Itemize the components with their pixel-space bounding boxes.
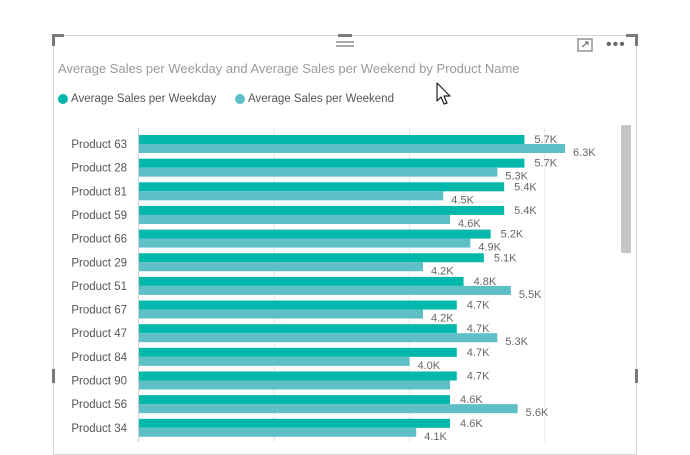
resize-handle-top-right[interactable] [626,34,638,37]
category-label: Product 84 [71,352,127,364]
data-label: 4.5K [451,194,474,206]
legend-label: Average Sales per Weekend [248,93,394,105]
category-label: Product 66 [71,234,127,246]
bar-chart: Product 63 5.7K 6.3K Product 28 5.7K 5.3K Prod… [71,128,596,442]
data-label: 4.0K [417,360,440,372]
data-label: 4.6K [458,218,481,230]
weekday-bar[interactable] [139,205,505,215]
data-label: 5.1K [494,252,517,264]
data-label: 4.2K [431,265,454,277]
data-label: 4.8K [474,276,497,288]
resize-handle-left[interactable] [52,369,55,383]
weekend-bar[interactable] [139,167,498,177]
data-label: 4.7K [467,300,490,312]
data-label: 4.7K [467,371,490,383]
weekend-bar[interactable] [139,356,410,366]
data-label: 5.5K [519,289,542,301]
data-label: 5.2K [501,229,524,241]
weekday-bar[interactable] [139,182,505,192]
weekend-bar[interactable] [139,191,444,201]
data-label: 4.1K [424,431,447,442]
resize-handle-right[interactable] [635,369,638,383]
data-label: 4.7K [467,347,490,359]
scrollbar-thumb[interactable] [621,125,631,253]
weekday-bar[interactable] [139,300,457,310]
weekday-bar[interactable] [139,158,525,168]
data-label: 5.7K [534,134,557,146]
resize-handle-top-center[interactable] [338,34,352,37]
weekday-bar[interactable] [139,395,451,405]
data-label: 5.4K [514,181,537,193]
category-label: Product 67 [71,305,127,317]
weekend-bar[interactable] [139,333,498,343]
data-label: 5.3K [505,171,528,183]
data-label: 5.4K [514,205,537,217]
focus-mode-icon[interactable] [577,38,593,52]
data-label: 4.2K [431,313,454,325]
weekend-bar[interactable] [139,214,451,224]
weekday-bar[interactable] [139,135,525,144]
weekday-bar[interactable] [139,324,457,334]
data-label: 5.7K [534,158,557,170]
category-label: Product 28 [71,163,127,175]
category-label: Product 47 [71,328,127,340]
weekday-bar[interactable] [139,229,491,239]
chart-title: Average Sales per Weekday and Average Sa… [58,61,520,76]
legend-marker [235,94,245,104]
data-label: 5.3K [505,336,528,348]
weekday-bar[interactable] [139,371,457,381]
weekend-bar[interactable] [139,309,423,319]
category-label: Product 81 [71,186,127,198]
weekday-bar[interactable] [139,347,457,357]
category-label: Product 56 [71,399,127,411]
legend-item-weekday[interactable]: Average Sales per Weekday [58,93,216,105]
resize-handle-top-left[interactable] [52,34,55,46]
category-label: Product 63 [71,139,127,151]
more-options-icon[interactable]: ••• [606,36,626,53]
data-label: 4.6K [460,418,483,430]
data-label: 4.7K [467,323,490,335]
weekend-bar[interactable] [139,404,518,414]
resize-handle-top-right[interactable] [635,34,638,46]
data-label: 6.3K [573,147,596,159]
category-label: Product 51 [71,281,127,293]
legend-marker [58,94,68,104]
category-label: Product 59 [71,210,127,222]
weekend-bar[interactable] [139,427,417,437]
legend-label: Average Sales per Weekday [71,93,217,105]
weekday-bar[interactable] [139,276,464,286]
category-label: Product 34 [71,423,127,435]
weekday-bar[interactable] [139,253,484,263]
category-label: Product 29 [71,257,127,269]
drag-handle-icon[interactable] [335,39,355,49]
data-label: 4.9K [478,242,501,254]
weekday-bar[interactable] [139,418,451,428]
resize-handle-top-left[interactable] [52,34,64,37]
data-label: 5.6K [526,407,549,419]
mouse-pointer-icon [436,82,451,105]
weekend-bar[interactable] [139,380,451,390]
weekend-bar[interactable] [139,285,511,295]
data-label: 4.6K [460,394,483,406]
category-label: Product 90 [71,376,127,388]
weekend-bar[interactable] [139,238,471,248]
weekend-bar[interactable] [139,262,423,272]
legend-item-weekend[interactable]: Average Sales per Weekend [235,93,394,105]
weekend-bar[interactable] [139,144,565,153]
